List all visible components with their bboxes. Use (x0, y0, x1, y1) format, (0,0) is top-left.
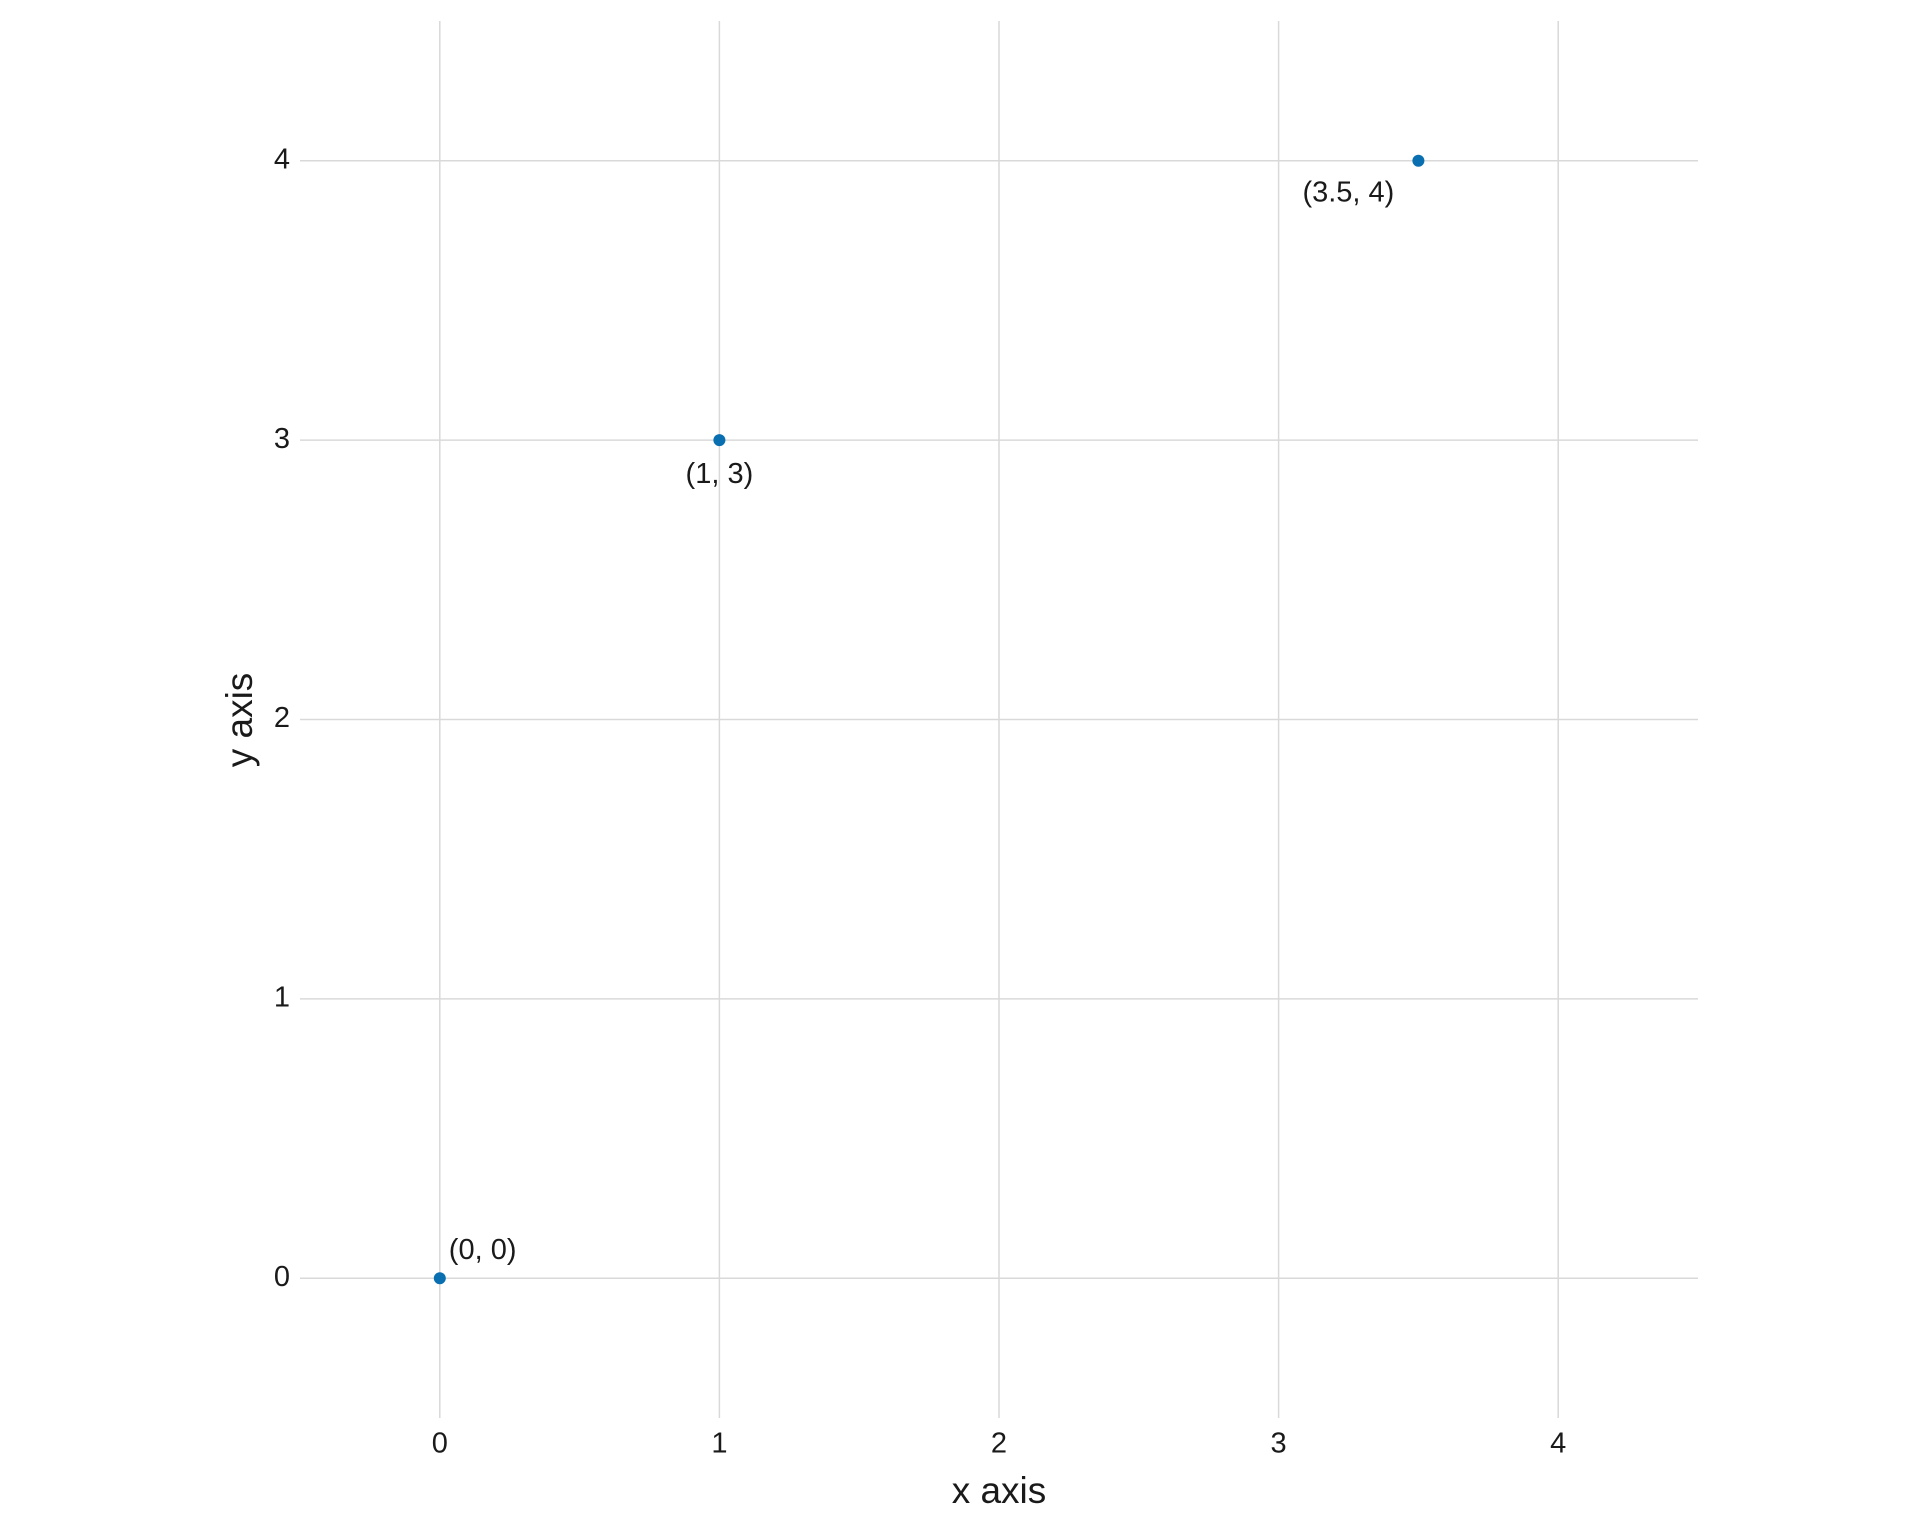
point-label: (0, 0) (449, 1234, 517, 1266)
point (713, 434, 726, 447)
point (1412, 154, 1425, 167)
y-tick-label: 3 (274, 423, 290, 455)
point-label: (1, 3) (686, 458, 754, 490)
x-tick-label: 3 (1271, 1428, 1287, 1460)
point-label: (3.5, 4) (1302, 176, 1394, 208)
x-axis-title: x axis (952, 1470, 1047, 1511)
x-tick-label: 0 (432, 1428, 448, 1460)
x-tick-label: 2 (991, 1428, 1007, 1460)
y-tick-label: 0 (274, 1261, 290, 1293)
x-tick-label: 4 (1550, 1428, 1566, 1460)
y-tick-label: 1 (274, 982, 290, 1014)
y-axis-title: y axis (219, 673, 260, 768)
point (433, 1272, 446, 1285)
y-tick-label: 4 (274, 143, 290, 175)
x-tick-label: 1 (711, 1428, 727, 1460)
y-tick-label: 2 (274, 702, 290, 734)
